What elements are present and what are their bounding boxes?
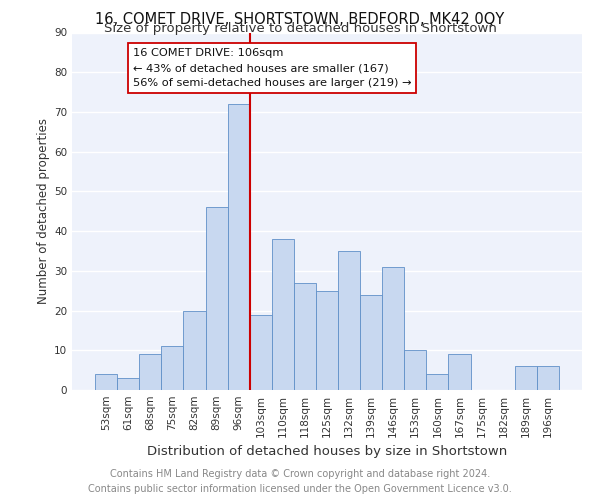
X-axis label: Distribution of detached houses by size in Shortstown: Distribution of detached houses by size … bbox=[147, 446, 507, 458]
Bar bbox=[360, 294, 382, 390]
Bar bbox=[161, 346, 184, 390]
Bar bbox=[250, 314, 272, 390]
Bar bbox=[404, 350, 427, 390]
Bar bbox=[206, 208, 227, 390]
Bar bbox=[294, 283, 316, 390]
Bar bbox=[515, 366, 537, 390]
Bar bbox=[316, 290, 338, 390]
Bar bbox=[139, 354, 161, 390]
Bar bbox=[382, 267, 404, 390]
Y-axis label: Number of detached properties: Number of detached properties bbox=[37, 118, 50, 304]
Bar bbox=[272, 239, 294, 390]
Bar bbox=[184, 310, 206, 390]
Bar bbox=[338, 251, 360, 390]
Text: Contains HM Land Registry data © Crown copyright and database right 2024.
Contai: Contains HM Land Registry data © Crown c… bbox=[88, 469, 512, 494]
Text: Size of property relative to detached houses in Shortstown: Size of property relative to detached ho… bbox=[104, 22, 496, 35]
Bar bbox=[427, 374, 448, 390]
Bar bbox=[117, 378, 139, 390]
Bar bbox=[95, 374, 117, 390]
Bar bbox=[227, 104, 250, 390]
Text: 16 COMET DRIVE: 106sqm
← 43% of detached houses are smaller (167)
56% of semi-de: 16 COMET DRIVE: 106sqm ← 43% of detached… bbox=[133, 48, 411, 88]
Bar bbox=[537, 366, 559, 390]
Text: 16, COMET DRIVE, SHORTSTOWN, BEDFORD, MK42 0QY: 16, COMET DRIVE, SHORTSTOWN, BEDFORD, MK… bbox=[95, 12, 505, 26]
Bar bbox=[448, 354, 470, 390]
